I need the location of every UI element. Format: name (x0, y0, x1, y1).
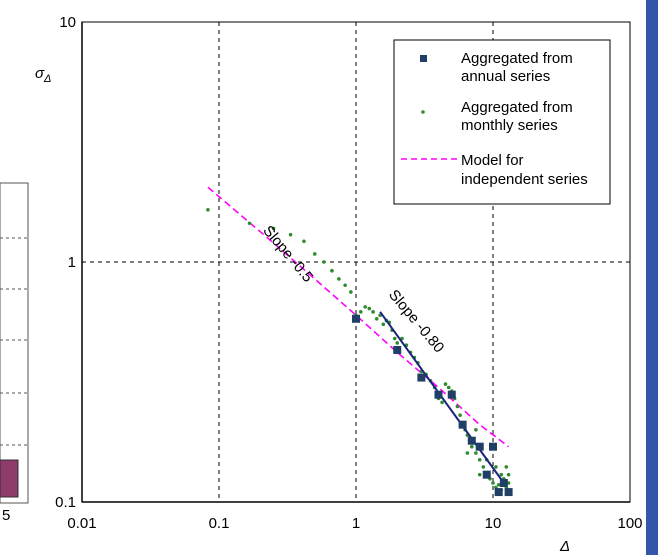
x-axis-label: Δ (559, 538, 570, 555)
annual-point (489, 442, 497, 451)
annual-point (504, 488, 513, 497)
x-tick-label: 100 (617, 515, 642, 532)
monthly-point (381, 322, 386, 327)
monthly-point (455, 404, 460, 409)
legend-label-annual-line2: annual series (461, 68, 550, 85)
monthly-point (496, 482, 501, 487)
monthly-point (312, 252, 317, 256)
annual-point (458, 420, 467, 429)
legend-marker-monthly (421, 110, 425, 114)
legend-label-monthly-line2: monthly series (461, 117, 558, 134)
y-axis-label: σΔ (35, 65, 51, 85)
annual-point (352, 314, 360, 323)
y-tick-label: 0.1 (55, 494, 76, 511)
annual-point (499, 478, 508, 487)
monthly-point (506, 472, 511, 477)
monthly-point (343, 283, 347, 288)
x-tick-label: 0.1 (209, 515, 230, 532)
legend-box (393, 39, 611, 205)
monthly-point (440, 400, 444, 405)
slope-annotation: Slope -0.5 (259, 222, 316, 285)
y-axis-label-subscript: Δ (43, 73, 51, 85)
annual-point (434, 390, 443, 399)
annual-point (417, 373, 426, 382)
annual-point (475, 442, 484, 451)
monthly-point (465, 451, 470, 455)
annual-point (482, 470, 491, 479)
monthly-point (481, 465, 486, 469)
monthly-point (458, 413, 462, 417)
monthly-point (358, 310, 363, 314)
legend-label-monthly-line1: Aggregated from (461, 99, 573, 116)
annual-point (447, 390, 456, 399)
monthly-point (395, 341, 400, 345)
monthly-point (349, 290, 353, 294)
chart-frame-right (646, 0, 658, 555)
monthly-point (392, 336, 397, 341)
monthly-point (367, 306, 372, 311)
annual-series (352, 314, 513, 497)
y-tick-label: 1 (68, 254, 76, 271)
monthly-point (363, 305, 367, 309)
annotations: Slope -0.5 Slope -0.80 (259, 222, 447, 356)
monthly-point (477, 457, 482, 462)
x-tick-label: 1 (352, 515, 360, 532)
monthly-point (494, 465, 498, 469)
left-partial-panel: 5 (0, 182, 29, 524)
monthly-point (443, 382, 448, 386)
y-tick-label: 10 (59, 14, 76, 31)
legend-label-model-line1: Model for (461, 152, 524, 169)
monthly-point (288, 232, 293, 237)
x-tick-label: 0.01 (67, 515, 96, 532)
monthly-series (206, 208, 511, 492)
monthly-point (337, 277, 341, 281)
monthly-point (469, 444, 474, 449)
monthly-point (330, 268, 334, 273)
x-tick-label: 10 (485, 515, 502, 532)
annual-point (467, 436, 476, 445)
annual-point (393, 345, 402, 354)
model-line-series (207, 186, 510, 448)
legend: Aggregated from annual series Aggregated… (393, 39, 611, 205)
monthly-point (504, 465, 509, 469)
y-tick-labels: 0.1 1 10 (55, 14, 76, 511)
monthly-point (247, 221, 252, 226)
monthly-point (374, 316, 379, 321)
plot-frame (81, 21, 631, 503)
monthly-point (477, 472, 482, 477)
monthly-point (474, 427, 478, 432)
annual-point (494, 488, 503, 497)
legend-marker-annual (420, 55, 427, 62)
monthly-point (322, 260, 326, 264)
monthly-point (302, 239, 306, 244)
y-axis-label-sigma: σ (35, 65, 45, 82)
left-panel-box (0, 182, 29, 504)
monthly-point (491, 481, 495, 485)
model-line (207, 186, 510, 448)
left-panel-bar (0, 459, 19, 498)
monthly-point (499, 472, 504, 477)
monthly-point (206, 208, 210, 212)
x-tick-labels: 0.01 0.1 1 10 100 (67, 515, 642, 532)
monthly-point (271, 226, 276, 231)
monthly-point (474, 451, 478, 455)
legend-label-annual-line1: Aggregated from (461, 50, 573, 67)
slope-annotation: Slope -0.80 (385, 287, 447, 357)
legend-label-model-line2: independent series (461, 171, 588, 188)
left-panel-tick-label: 5 (2, 507, 10, 524)
monthly-point (371, 310, 375, 314)
monthly-point (446, 385, 451, 390)
